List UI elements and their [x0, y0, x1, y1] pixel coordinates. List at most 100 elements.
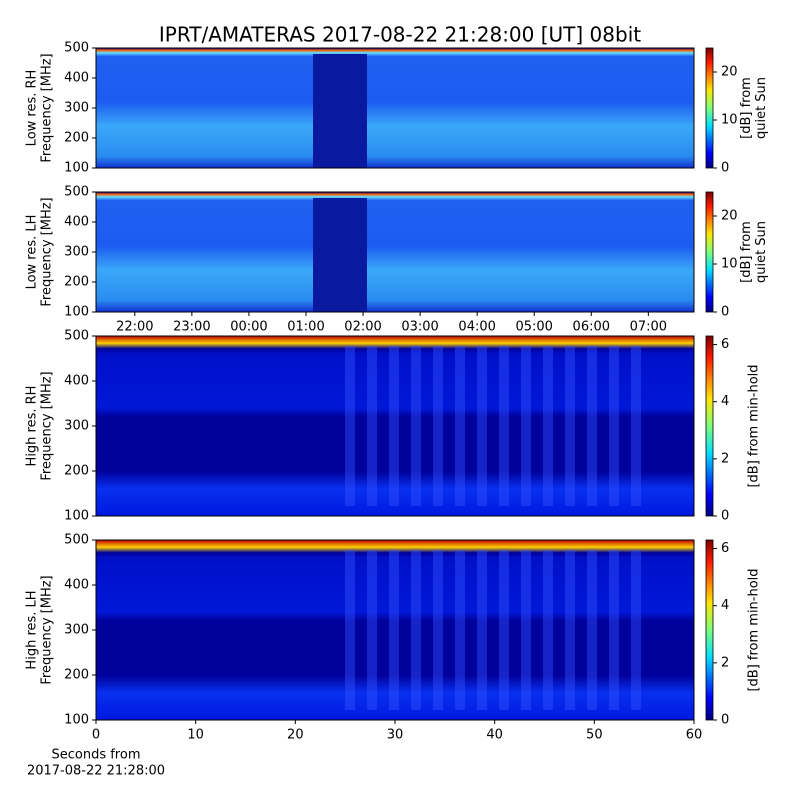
- y-axis-label: Frequency [MHz]: [40, 371, 55, 480]
- x-tick-label: 05:00: [515, 320, 552, 335]
- x-tick-label: 30: [387, 728, 404, 743]
- x-axis-label: 2017-08-22 21:28:00: [27, 764, 165, 779]
- burst: [411, 346, 421, 506]
- burst: [565, 346, 575, 506]
- y-tick-label: 400: [64, 374, 89, 389]
- colorbar-tick-label: 4: [721, 394, 729, 409]
- burst: [433, 550, 443, 710]
- colorbar-label: quiet Sun: [754, 221, 769, 283]
- y-tick-label: 400: [64, 578, 89, 593]
- burst: [345, 550, 355, 710]
- colorbar: [705, 191, 714, 313]
- y-tick-label: 100: [64, 305, 89, 320]
- burst: [587, 346, 597, 506]
- colorbar: [705, 539, 714, 721]
- burst: [609, 550, 619, 710]
- x-tick-label: 23:00: [173, 320, 210, 335]
- burst: [543, 346, 553, 506]
- burst: [411, 550, 421, 710]
- colorbar-tick-label: 0: [721, 161, 729, 176]
- burst: [499, 346, 509, 506]
- x-tick-label: 20: [287, 728, 304, 743]
- burst: [389, 346, 399, 506]
- colorbar-tick-label: 6: [721, 541, 729, 556]
- data-gap: [313, 54, 367, 168]
- burst: [587, 550, 597, 710]
- burst: [631, 550, 641, 710]
- colorbar-label: [dB] from min-hold: [747, 568, 762, 691]
- y-tick-label: 500: [64, 41, 89, 56]
- colorbar-tick-label: 20: [721, 209, 738, 224]
- chart-title: IPRT/AMATERAS 2017-08-22 21:28:00 [UT] 0…: [159, 23, 641, 47]
- x-tick-label: 02:00: [344, 320, 381, 335]
- colorbar-tick-label: 2: [721, 451, 729, 466]
- x-tick-label: 10: [187, 728, 204, 743]
- x-tick-label: 60: [686, 728, 703, 743]
- colorbar-tick-label: 4: [721, 598, 729, 613]
- spectrogram: [96, 48, 694, 168]
- y-axis-label: Low res. LH: [25, 215, 40, 290]
- x-tick-label: 07:00: [630, 320, 667, 335]
- y-tick-label: 500: [64, 533, 89, 548]
- colorbar: [705, 47, 714, 169]
- y-tick-label: 500: [64, 329, 89, 344]
- y-tick-label: 200: [64, 668, 89, 683]
- x-tick-label: 01:00: [287, 320, 324, 335]
- x-tick-label: 40: [486, 728, 503, 743]
- colorbar-label: quiet Sun: [754, 77, 769, 139]
- burst: [433, 346, 443, 506]
- colorbar-tick-label: 6: [721, 337, 729, 352]
- colorbar-tick-label: 0: [721, 509, 729, 524]
- y-tick-label: 200: [64, 464, 89, 479]
- burst: [565, 550, 575, 710]
- y-tick-label: 100: [64, 509, 89, 524]
- colorbar-tick-label: 0: [721, 305, 729, 320]
- y-axis-label: Frequency [MHz]: [40, 197, 55, 306]
- colorbar-tick-label: 0: [721, 713, 729, 728]
- data-gap: [313, 198, 367, 312]
- colorbar-label: [dB] from: [739, 221, 754, 283]
- spectrogram: [96, 540, 694, 720]
- burst: [631, 346, 641, 506]
- burst: [367, 346, 377, 506]
- x-axis-label: Seconds from: [51, 748, 140, 763]
- colorbar-tick-label: 20: [721, 65, 738, 80]
- y-tick-label: 400: [64, 71, 89, 86]
- y-axis-label: Frequency [MHz]: [40, 575, 55, 684]
- spectrogram: [96, 192, 694, 312]
- y-tick-label: 300: [64, 623, 89, 638]
- y-tick-label: 400: [64, 215, 89, 230]
- x-tick-label: 04:00: [458, 320, 495, 335]
- y-axis-label: High res. RH: [25, 386, 40, 467]
- burst: [345, 346, 355, 506]
- burst: [609, 346, 619, 506]
- y-tick-label: 200: [64, 275, 89, 290]
- colorbar-tick-label: 10: [721, 257, 738, 272]
- y-axis-label: High res. LH: [25, 590, 40, 669]
- x-tick-label: 06:00: [573, 320, 610, 335]
- burst: [455, 346, 465, 506]
- burst: [477, 346, 487, 506]
- x-tick-label: 00:00: [230, 320, 267, 335]
- burst: [521, 550, 531, 710]
- burst: [389, 550, 399, 710]
- burst: [543, 550, 553, 710]
- x-tick-label: 22:00: [116, 320, 153, 335]
- burst: [499, 550, 509, 710]
- burst: [477, 550, 487, 710]
- y-tick-label: 300: [64, 101, 89, 116]
- colorbar: [705, 335, 714, 517]
- y-tick-label: 200: [64, 131, 89, 146]
- burst: [367, 550, 377, 710]
- burst: [521, 346, 531, 506]
- y-tick-label: 300: [64, 245, 89, 260]
- colorbar-label: [dB] from: [739, 77, 754, 139]
- x-tick-label: 0: [92, 728, 100, 743]
- y-tick-label: 300: [64, 419, 89, 434]
- y-tick-label: 500: [64, 185, 89, 200]
- y-axis-label: Low res. RH: [25, 70, 40, 147]
- burst: [455, 550, 465, 710]
- colorbar-tick-label: 2: [721, 655, 729, 670]
- spectrogram: [96, 336, 694, 516]
